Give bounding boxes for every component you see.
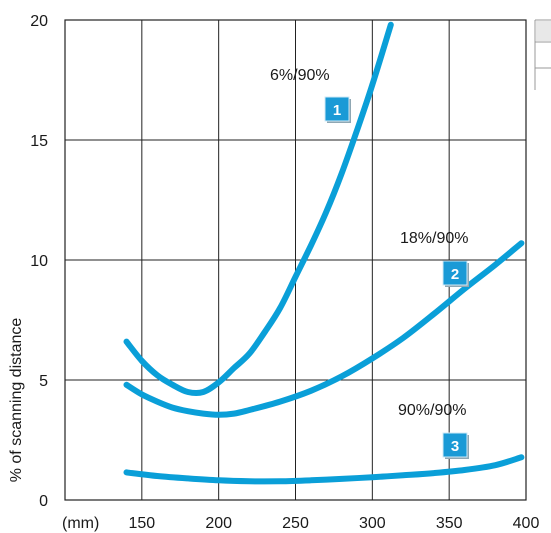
y-axis-label: % of scanning distance (8, 318, 25, 483)
curve-1-annotation: 6%/90% (270, 67, 330, 84)
curve-2 (123, 240, 525, 418)
annotations: 6%/90% 1 18%/90% 2 90%/90% 3 (270, 67, 469, 459)
badge-2-number: 2 (451, 266, 459, 283)
badge-1-number: 1 (333, 102, 341, 119)
badge-3-number: 3 (451, 438, 459, 455)
x-tick-250: 250 (282, 515, 309, 532)
x-tick-150: 150 (128, 515, 155, 532)
plot-border (64, 19, 527, 501)
curve-2-annotation: 18%/90% (400, 230, 469, 247)
grid (65, 19, 527, 501)
curves (123, 21, 525, 485)
y-tick-15: 15 (30, 133, 48, 150)
table-edge (534, 19, 551, 90)
table-header-cell (536, 21, 551, 41)
y-tick-20: 20 (30, 13, 48, 30)
y-tick-5: 5 (39, 373, 48, 390)
x-tick-200: 200 (205, 515, 232, 532)
plot-frame (64, 19, 527, 501)
y-tick-10: 10 (30, 253, 48, 270)
x-unit-label: (mm) (62, 515, 99, 532)
x-tick-400: 400 (513, 515, 540, 532)
curve-3 (123, 454, 525, 485)
x-tick-350: 350 (436, 515, 463, 532)
badge-1 (324, 96, 350, 122)
curve-1 (123, 21, 394, 397)
x-tick-300: 300 (359, 515, 386, 532)
badge-3 (442, 432, 468, 458)
curve-3-annotation: 90%/90% (398, 402, 467, 419)
badge-2 (442, 260, 468, 286)
tick-labels: 150 200 250 300 350 400 0 5 10 15 20 (30, 13, 539, 532)
corner-table-fragment (534, 19, 551, 90)
y-tick-0: 0 (39, 493, 48, 510)
